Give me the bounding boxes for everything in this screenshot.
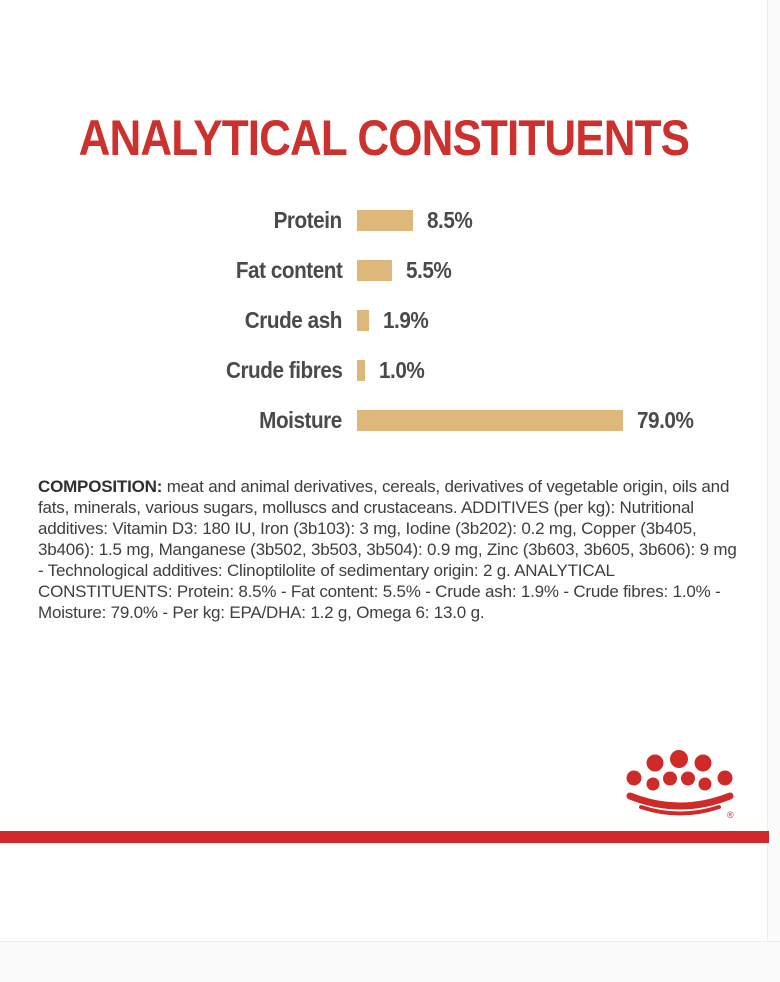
bar-crude-ash <box>357 309 369 331</box>
red-accent-bar <box>0 831 769 843</box>
bar-moisture <box>357 409 623 431</box>
chart-row-protein: Protein 8.5% <box>0 206 767 233</box>
composition-body: meat and animal derivatives, cereals, de… <box>38 477 737 622</box>
page-title-text: ANALYTICAL CONSTITUENTS <box>78 110 689 166</box>
bar-value-moisture: 79.0% <box>637 406 694 433</box>
chart-row-crude-fibres: Crude fibres 1.0% <box>0 356 767 383</box>
bar-label-crude-fibres: Crude fibres <box>225 356 342 383</box>
composition-paragraph: COMPOSITION: meat and animal derivatives… <box>38 476 746 623</box>
chart-row-crude-ash: Crude ash 1.9% <box>0 306 767 333</box>
page-bottom-margin <box>0 941 780 982</box>
bar-label-moisture: Moisture <box>259 406 342 433</box>
crown-base-arcs <box>626 792 734 816</box>
chart-row-fat-content: Fat content 5.5% <box>0 256 767 283</box>
label-page: ANALYTICAL CONSTITUENTS Protein 8.5% Fat… <box>0 0 769 941</box>
chart-row-moisture: Moisture 79.0% <box>0 406 767 433</box>
crown-dots <box>626 750 733 791</box>
bar-label-crude-ash: Crude ash <box>244 306 343 333</box>
analytical-constituents-chart: Protein 8.5% Fat content 5.5% Crude ash … <box>0 206 767 433</box>
royal-canin-crown-logo: ® <box>624 750 736 822</box>
bar-value-protein: 8.5% <box>427 206 473 233</box>
bar-fat-content <box>357 259 392 281</box>
bar-value-fat-content: 5.5% <box>406 256 452 283</box>
registered-mark: ® <box>727 810 734 820</box>
bar-value-crude-fibres: 1.0% <box>379 356 425 383</box>
bar-crude-fibres <box>357 359 365 381</box>
bar-label-fat-content: Fat content <box>235 256 342 283</box>
crown-logo-svg: ® <box>626 750 734 820</box>
composition-lead: COMPOSITION: <box>38 477 163 496</box>
bar-label-protein: Protein <box>273 206 343 233</box>
bar-protein <box>357 209 413 231</box>
page-title: ANALYTICAL CONSTITUENTS <box>0 112 767 164</box>
bar-value-crude-ash: 1.9% <box>383 306 429 333</box>
